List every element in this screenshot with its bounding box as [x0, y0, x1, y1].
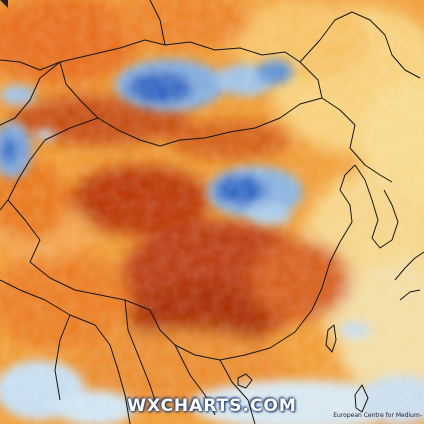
logo-mark-icon	[0, 0, 8, 8]
watermark-text: WXCHARTS.COM	[127, 396, 297, 416]
data-credit: European Centre for Medium-	[333, 412, 422, 419]
